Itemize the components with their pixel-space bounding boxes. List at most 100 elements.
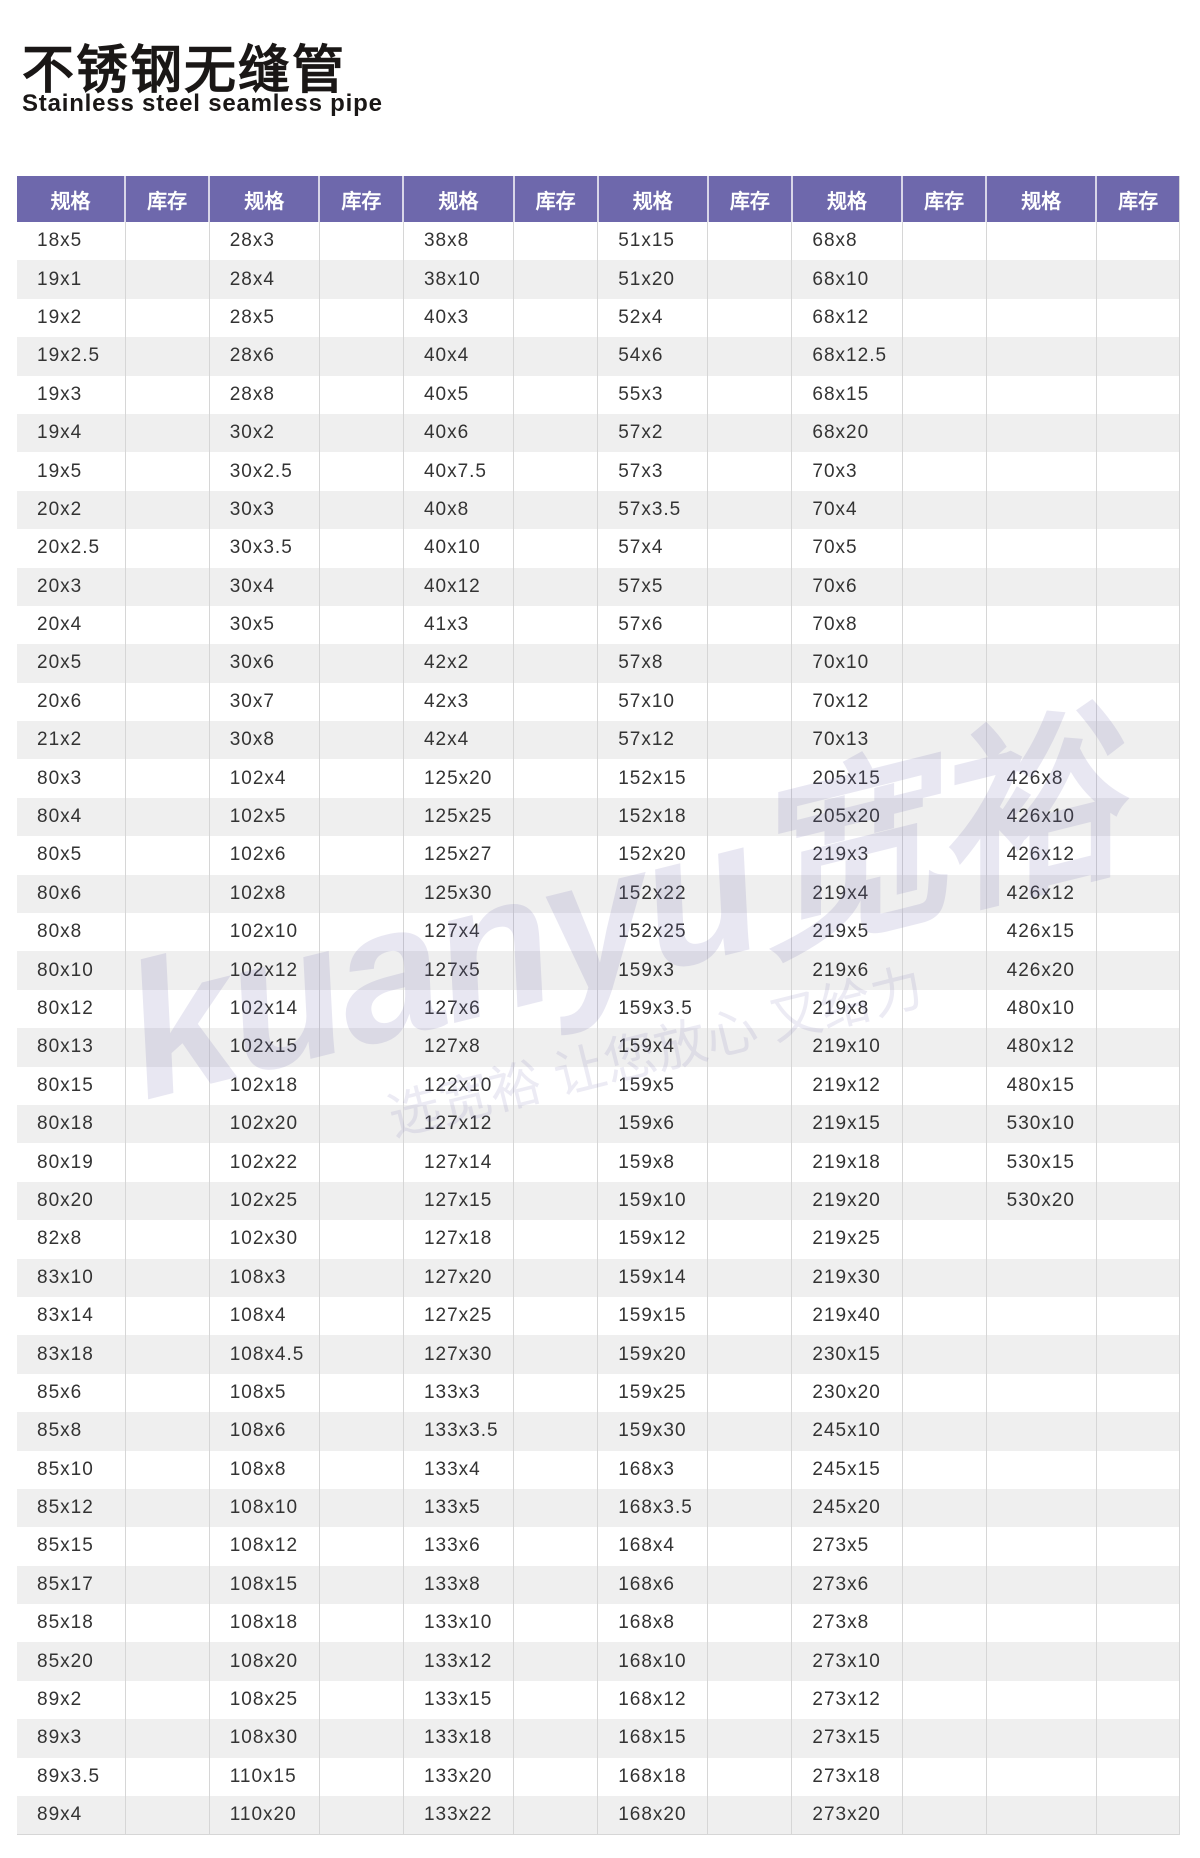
stock-cell — [513, 222, 598, 261]
table-row: 19x2.5 28x6 40x4 54x6 68x12.5 — [17, 337, 1180, 376]
stock-cell — [1095, 490, 1180, 530]
stock-cell — [124, 605, 210, 645]
stock-cell — [124, 1642, 210, 1681]
spec-cell: 127x8 — [402, 1028, 514, 1067]
stock-cell — [124, 222, 210, 261]
stock-cell — [1095, 1680, 1180, 1720]
spec-cell: 530x15 — [985, 1143, 1097, 1182]
table-row: 80x13 102x15 127x8 159x4 219x10 480x12 — [17, 1028, 1180, 1067]
stock-cell — [513, 1488, 598, 1528]
spec-cell: 85x18 — [37, 1612, 94, 1634]
spec-cell: 28x3 — [208, 222, 320, 261]
spec-cell: 57x6 — [597, 605, 708, 645]
stock-cell — [513, 490, 598, 530]
spec-cell: 205x15 — [791, 759, 903, 798]
spec-cell: 80x4 — [17, 797, 126, 837]
spec-cell: 125x27 — [402, 836, 514, 875]
stock-cell — [124, 682, 210, 722]
spec-cell: 480x15 — [985, 1066, 1097, 1105]
stock-cell — [901, 1796, 987, 1835]
stock-cell — [707, 298, 792, 338]
stock-cell — [318, 1258, 404, 1297]
stock-cell — [513, 1412, 598, 1451]
spec-cell: 70x13 — [791, 721, 903, 760]
spec-cell — [985, 529, 1097, 568]
spec-cell: 125x25 — [402, 797, 514, 837]
stock-cell — [124, 1527, 210, 1566]
spec-cell: 110x20 — [208, 1796, 320, 1835]
stock-cell — [707, 1450, 792, 1489]
stock-cell — [707, 874, 792, 914]
stock-cell — [124, 1181, 210, 1221]
table-row: 19x5 30x2.5 40x7.5 57x3 70x3 — [17, 452, 1180, 491]
stock-cell — [901, 1527, 987, 1566]
stock-cell — [124, 260, 210, 299]
stock-cell — [513, 913, 598, 952]
spec-cell: 426x12 — [985, 874, 1097, 914]
stock-cell — [901, 1220, 987, 1259]
stock-cell — [318, 1373, 404, 1413]
stock-cell — [1095, 797, 1180, 837]
spec-cell: 30x3.5 — [208, 529, 320, 568]
stock-cell — [901, 1028, 987, 1067]
spec-cell: 168x10 — [597, 1642, 708, 1681]
stock-cell — [318, 1028, 404, 1067]
stock-cell — [124, 1335, 210, 1374]
spec-cell: 30x4 — [208, 567, 320, 606]
spec-cell: 426x10 — [985, 797, 1097, 837]
spec-cell: 20x6 — [37, 690, 83, 712]
stock-cell — [707, 1296, 792, 1336]
spec-cell: 426x12 — [985, 836, 1097, 875]
stock-cell — [513, 337, 598, 376]
stock-cell — [1095, 298, 1180, 338]
stock-cell — [707, 1066, 792, 1105]
spec-cell: 20x4 — [37, 614, 83, 636]
stock-cell — [901, 874, 987, 914]
stock-cell — [707, 1488, 792, 1528]
stock-cell — [513, 951, 598, 990]
stock-cell — [1095, 529, 1180, 568]
spec-cell — [985, 605, 1097, 645]
spec-cell: 159x8 — [597, 1143, 708, 1182]
spec-cell: 127x5 — [402, 951, 514, 990]
spec-cell: 426x20 — [985, 951, 1097, 990]
spec-cell: 102x14 — [208, 989, 320, 1029]
spec-cell: 40x3 — [402, 298, 514, 338]
spec-cell — [985, 260, 1097, 299]
stock-cell — [707, 989, 792, 1029]
stock-cell — [1095, 1104, 1180, 1144]
spec-cell: 70x8 — [791, 605, 903, 645]
stock-cell — [318, 1642, 404, 1681]
table-row: 80x12 102x14 127x6 159x3.5 219x8 480x10 — [17, 989, 1180, 1029]
stock-cell — [901, 989, 987, 1029]
stock-cell — [124, 1220, 210, 1259]
stock-cell — [901, 298, 987, 338]
stock-cell — [513, 1604, 598, 1643]
stock-cell — [707, 913, 792, 952]
stock-cell — [124, 913, 210, 952]
spec-cell — [985, 1796, 1097, 1835]
stock-cell — [707, 644, 792, 683]
stock-cell — [318, 1296, 404, 1336]
spec-cell: 57x12 — [597, 721, 708, 760]
stock-cell — [1095, 989, 1180, 1029]
stock-cell — [1095, 1796, 1180, 1835]
stock-cell — [707, 260, 792, 299]
stock-cell — [707, 605, 792, 645]
spec-cell: 108x18 — [208, 1604, 320, 1643]
spec-cell: 102x5 — [208, 797, 320, 837]
table-row: 80x4 102x5 125x25 152x18 205x20 426x10 — [17, 797, 1180, 837]
spec-cell: 159x15 — [597, 1296, 708, 1336]
spec-cell: 152x20 — [597, 836, 708, 875]
spec-cell: 57x3 — [597, 452, 708, 491]
stock-cell — [513, 413, 598, 453]
spec-cell: 40x10 — [402, 529, 514, 568]
stock-cell — [318, 1066, 404, 1105]
stock-cell — [901, 682, 987, 722]
stock-cell — [1095, 721, 1180, 760]
spec-cell: 108x10 — [208, 1488, 320, 1528]
stock-cell — [318, 1719, 404, 1758]
spec-cell: 480x12 — [985, 1028, 1097, 1067]
spec-cell: 51x20 — [597, 260, 708, 299]
stock-cell — [901, 1604, 987, 1643]
